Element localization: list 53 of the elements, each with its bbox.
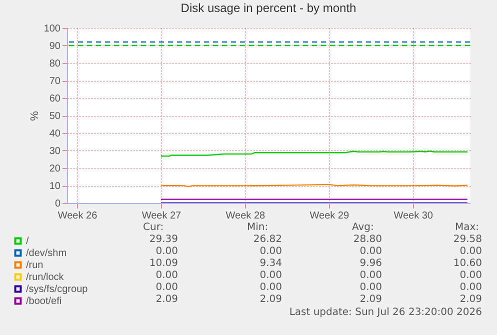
- text: 2.09: [360, 294, 382, 306]
- text: 0.00: [260, 282, 282, 294]
- text: 0.00: [156, 270, 178, 282]
- y-tick-label: 90: [49, 41, 61, 52]
- x-tick-label: Week 26: [58, 210, 98, 222]
- legend-label: /dev/shm: [26, 248, 67, 259]
- text: 0.00: [260, 246, 282, 258]
- y-tick-label: 10: [49, 181, 61, 192]
- text: Last update: Sun Jul 26 23:20:00 2026: [289, 307, 482, 319]
- text: 0.00: [460, 246, 482, 258]
- y-tick-label: 40: [49, 128, 61, 140]
- text: 0.00: [360, 270, 382, 282]
- legend-label: /: [26, 236, 29, 247]
- text: 2.09: [260, 294, 282, 306]
- y-tick-label: 50: [49, 111, 61, 122]
- text: Max:: [455, 222, 480, 234]
- y-tick-label: 80: [49, 58, 61, 70]
- y-tick-label: 100: [44, 24, 61, 34]
- text: 0.00: [360, 282, 382, 294]
- text: 26.82: [253, 234, 282, 246]
- text: 29.58: [453, 234, 482, 246]
- text: 29.39: [149, 234, 178, 246]
- text: 0.00: [260, 270, 282, 282]
- y-tick-label: 20: [49, 164, 61, 174]
- text: 0.00: [156, 282, 178, 294]
- x-tick-label: Week 30: [394, 210, 434, 222]
- text: 0.00: [460, 282, 482, 294]
- y-tick-label: 0: [54, 198, 61, 210]
- text: 0.00: [360, 246, 382, 258]
- legend-label: /boot/efi: [26, 296, 62, 307]
- text: 10.60: [453, 258, 482, 270]
- x-tick-label: Week 29: [310, 210, 350, 222]
- text: 0.00: [460, 270, 482, 282]
- text: 2.09: [156, 294, 178, 306]
- text: 10.09: [149, 258, 178, 270]
- y-tick-label: 70: [49, 76, 61, 87]
- text: 9.34: [260, 258, 282, 270]
- text: Avg:: [352, 222, 374, 234]
- legend-label: /run/lock: [26, 272, 65, 283]
- text: 9.96: [360, 258, 382, 270]
- y-axis-title: %: [28, 110, 41, 121]
- text: Min:: [247, 222, 268, 234]
- text: 0.00: [156, 246, 178, 258]
- y-tick-label: 60: [49, 94, 61, 104]
- y-tick-label: 30: [49, 146, 61, 157]
- legend-label: /run: [26, 260, 44, 271]
- legend-label: /sys/fs/cgroup: [26, 284, 88, 295]
- x-tick-label: Week 27: [142, 210, 182, 222]
- text: 2.09: [460, 294, 482, 306]
- text: Cur:: [143, 222, 164, 234]
- x-tick-label: Week 28: [226, 210, 266, 222]
- text: 28.80: [353, 234, 382, 246]
- chart-title: Disk usage in percent - by month: [180, 1, 356, 15]
